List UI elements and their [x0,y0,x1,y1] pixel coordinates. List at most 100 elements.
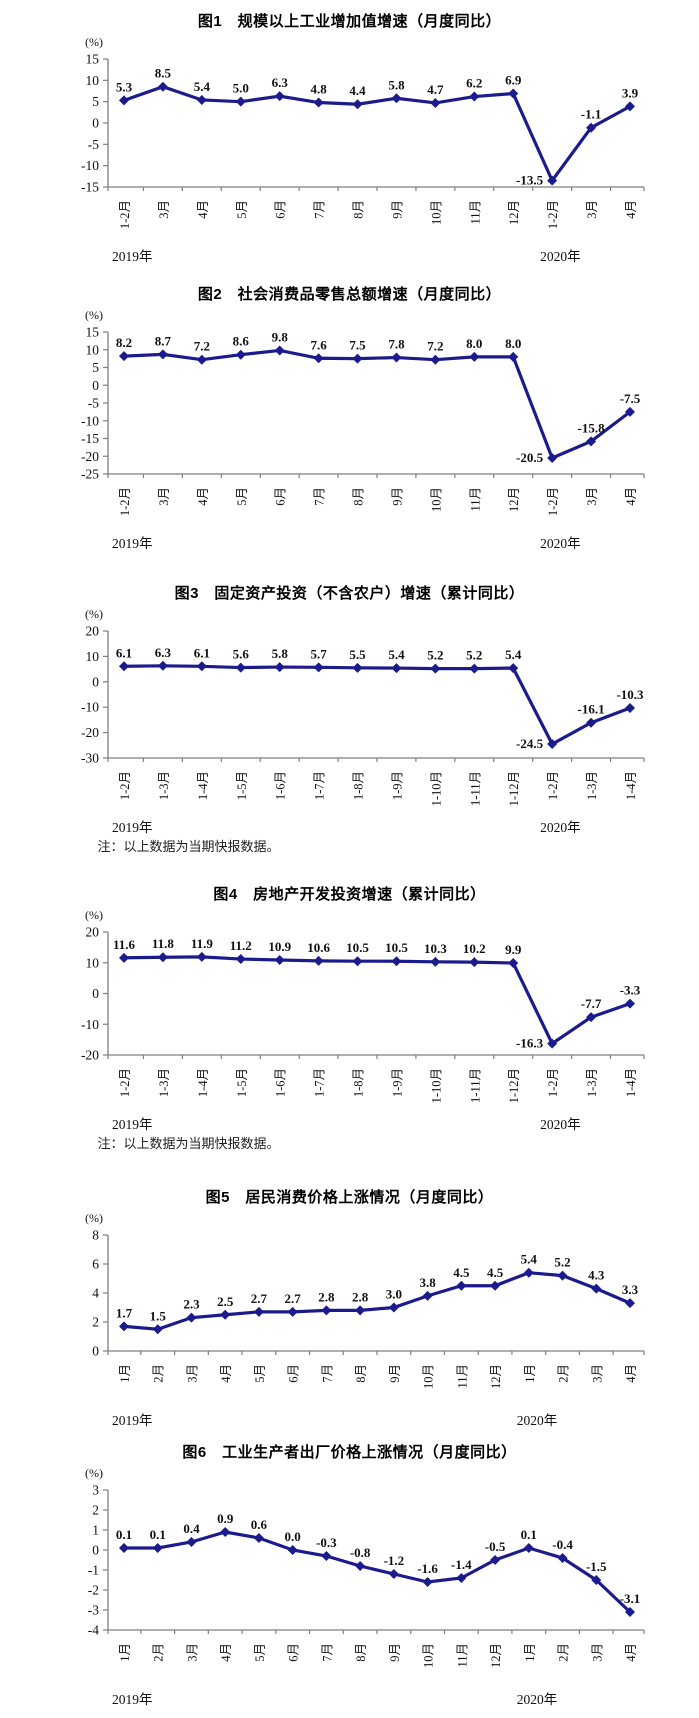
svg-text:7.8: 7.8 [388,337,405,352]
svg-text:6.9: 6.9 [505,73,522,88]
svg-text:6: 6 [92,1257,99,1272]
svg-text:4月: 4月 [624,487,638,506]
svg-text:-3: -3 [87,1603,98,1618]
svg-text:3月: 3月 [590,1643,604,1662]
svg-text:1月: 1月 [522,1643,536,1662]
svg-text:9.9: 9.9 [505,942,522,957]
chart-figure6-title: 图6 工业生产者出厂价格上涨情况（月度同比） [182,1444,517,1461]
svg-text:2.8: 2.8 [352,1289,369,1304]
svg-text:0.9: 0.9 [217,1511,234,1526]
svg-text:1: 1 [92,1523,99,1538]
svg-text:10.3: 10.3 [424,941,447,956]
svg-text:5月: 5月 [234,200,248,219]
chart-figure1: 图1 规模以上工业增加值增速（月度同比） (%) 15 10 5 0 -5 -10 -15 1-… [20,10,680,269]
svg-text:-16.1: -16.1 [577,702,604,717]
svg-text:-2: -2 [87,1583,98,1598]
svg-text:2.8: 2.8 [318,1289,335,1304]
svg-text:12月: 12月 [489,1364,503,1389]
svg-text:12月: 12月 [507,200,521,225]
svg-text:-20: -20 [81,449,99,464]
svg-text:2020年: 2020年 [540,536,581,551]
svg-text:10.5: 10.5 [346,940,369,955]
svg-text:-1.5: -1.5 [585,1559,606,1574]
svg-text:-15: -15 [81,180,99,195]
chart-figure2-title: 图2 社会消费品零售总额增速（月度同比） [197,286,502,303]
svg-text:0: 0 [92,986,99,1001]
svg-text:3.8: 3.8 [419,1275,436,1290]
svg-text:8月: 8月 [351,487,365,506]
svg-text:10月: 10月 [429,200,443,225]
svg-text:1-2月: 1-2月 [118,200,132,229]
svg-text:5.2: 5.2 [427,648,443,663]
chart-figure3-title: 图3 固定资产投资（不含农户）增速（累计同比） [174,585,525,602]
svg-text:11.9: 11.9 [190,936,213,951]
svg-text:5.0: 5.0 [232,81,248,96]
svg-text:5.8: 5.8 [388,77,405,92]
svg-text:2.7: 2.7 [284,1291,301,1306]
svg-text:5: 5 [92,94,99,109]
svg-text:6.3: 6.3 [154,645,171,660]
svg-text:3月: 3月 [156,200,170,219]
svg-text:5: 5 [92,360,99,375]
chart-figure5-title: 图5 居民消费价格上涨情况（月度同比） [205,1189,494,1206]
svg-text:20: 20 [85,925,99,940]
svg-text:5.4: 5.4 [388,647,405,662]
svg-text:4.5: 4.5 [486,1265,503,1280]
chart-figure4: 图4 房地产开发投资增速（累计同比） (%) 20 10 0 -10 -20 1-2月 1-3… [20,883,680,1152]
svg-text:10: 10 [85,955,99,970]
svg-text:-10: -10 [81,158,99,173]
svg-text:0: 0 [92,1543,99,1558]
svg-text:10: 10 [85,73,99,88]
svg-text:-1.1: -1.1 [580,107,601,122]
svg-text:4.4: 4.4 [349,83,366,98]
svg-text:10.9: 10.9 [268,939,291,954]
svg-text:3月: 3月 [185,1643,199,1662]
svg-text:3月: 3月 [585,200,599,219]
svg-text:4月: 4月 [195,487,209,506]
svg-text:1-10月: 1-10月 [429,771,443,806]
svg-text:(%): (%) [85,908,103,922]
svg-text:8.2: 8.2 [115,335,131,350]
svg-text:2019年: 2019年 [112,249,153,264]
svg-text:6月: 6月 [273,487,287,506]
svg-text:1-9月: 1-9月 [390,771,404,800]
svg-text:12月: 12月 [507,487,521,512]
svg-text:2020年: 2020年 [516,1692,557,1707]
svg-text:-1.2: -1.2 [383,1553,404,1568]
svg-text:8.0: 8.0 [505,336,521,351]
svg-text:8.6: 8.6 [232,334,249,349]
svg-text:1-2月: 1-2月 [546,1068,560,1097]
svg-text:3.3: 3.3 [621,1282,638,1297]
svg-text:4.5: 4.5 [453,1265,470,1280]
svg-text:6.1: 6.1 [115,645,131,660]
svg-text:1-8月: 1-8月 [351,1068,365,1097]
svg-text:-7.7: -7.7 [580,996,601,1011]
svg-text:2月: 2月 [556,1364,570,1383]
svg-text:1-8月: 1-8月 [351,771,365,800]
svg-text:4: 4 [92,1286,99,1301]
svg-text:-10: -10 [81,1017,99,1032]
svg-text:5月: 5月 [252,1364,266,1383]
svg-text:7.2: 7.2 [193,339,209,354]
svg-text:1-4月: 1-4月 [195,771,209,800]
svg-text:3月: 3月 [590,1364,604,1383]
svg-text:1-2月: 1-2月 [546,487,560,516]
svg-text:10: 10 [85,649,99,664]
svg-text:(%): (%) [85,607,103,621]
svg-text:2: 2 [92,1503,99,1518]
svg-text:7月: 7月 [320,1364,334,1383]
svg-text:5.4: 5.4 [520,1252,537,1267]
svg-text:6月: 6月 [286,1643,300,1662]
chart-figure4-plot: (%) 20 10 0 -10 -20 1-2月 1-3月 1-4月 1-5月 1-6月 1-7月 1-… [81,908,645,1132]
svg-text:3月: 3月 [185,1364,199,1383]
svg-text:1-2月: 1-2月 [118,771,132,800]
svg-text:-0.4: -0.4 [552,1537,573,1552]
svg-text:1-3月: 1-3月 [585,771,599,800]
svg-text:11.6: 11.6 [112,937,135,952]
svg-text:2019年: 2019年 [112,1413,153,1428]
svg-text:0.1: 0.1 [115,1527,131,1542]
svg-text:4月: 4月 [219,1643,233,1662]
svg-text:-7.5: -7.5 [619,391,640,406]
svg-text:1-10月: 1-10月 [429,1068,443,1103]
